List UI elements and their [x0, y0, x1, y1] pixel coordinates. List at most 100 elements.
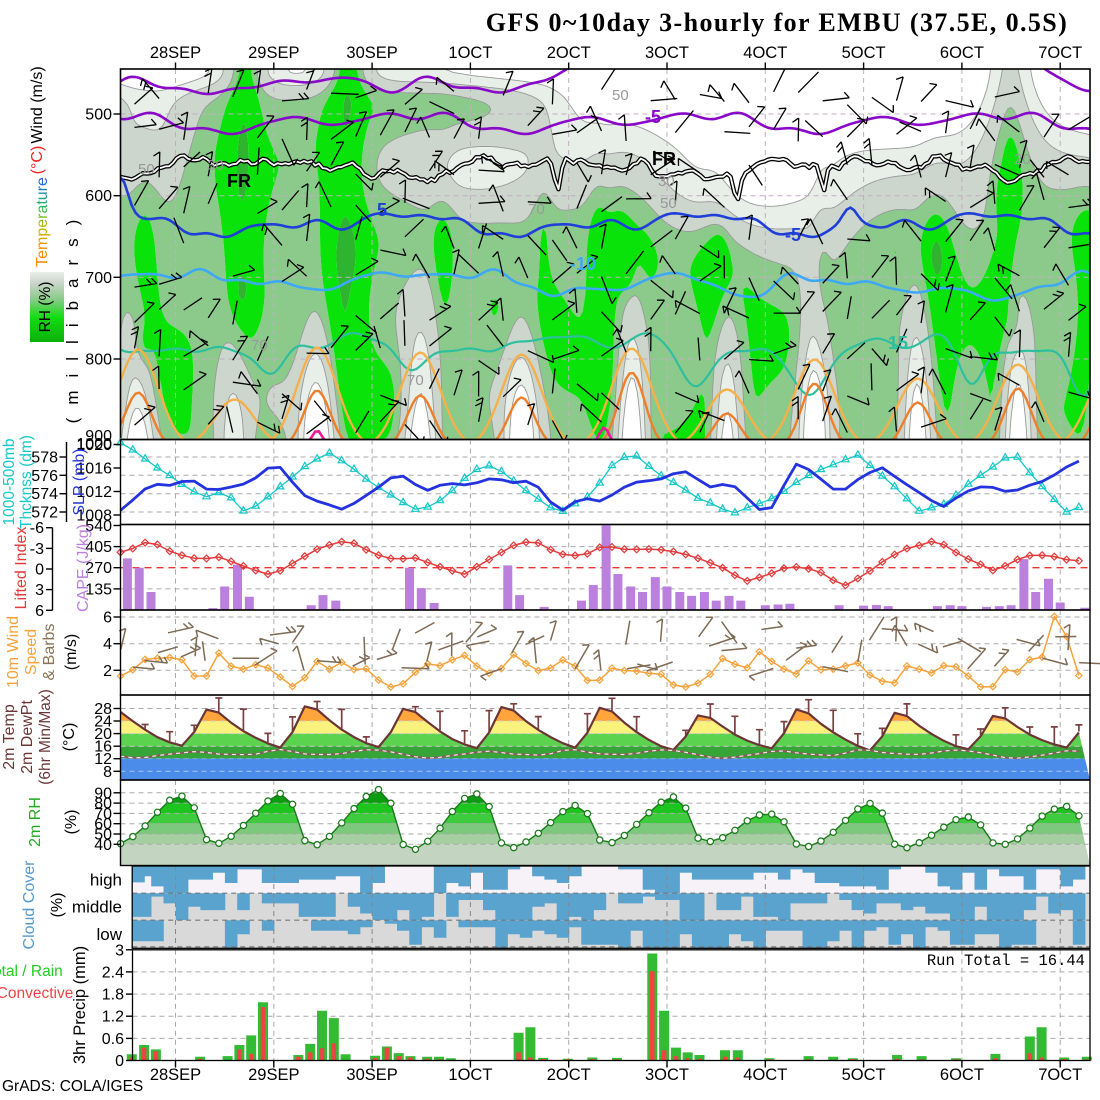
svg-text:3OCT: 3OCT: [645, 44, 689, 62]
svg-text:800: 800: [85, 352, 112, 369]
svg-text:-5: -5: [645, 107, 661, 127]
svg-text:0: 0: [115, 1053, 124, 1070]
svg-text:600: 600: [85, 188, 112, 205]
svg-text:5OCT: 5OCT: [842, 44, 886, 62]
svg-text:GrADS: COLA/IGES: GrADS: COLA/IGES: [2, 1078, 143, 1095]
svg-text:high: high: [90, 871, 122, 890]
svg-text:2m DewPt: 2m DewPt: [19, 700, 36, 774]
svg-text:28SEP: 28SEP: [150, 44, 201, 62]
svg-text:900: 900: [85, 428, 112, 445]
svg-text:2OCT: 2OCT: [547, 1066, 591, 1084]
svg-text:10m Wind: 10m Wind: [5, 616, 22, 688]
svg-text:(m/s): (m/s): [63, 634, 80, 670]
svg-text:405: 405: [85, 539, 112, 556]
svg-text:20: 20: [94, 726, 112, 743]
svg-text:7OCT: 7OCT: [1038, 1066, 1082, 1084]
svg-text:28: 28: [94, 701, 112, 718]
svg-text:1OCT: 1OCT: [448, 1066, 492, 1084]
svg-text:135: 135: [85, 581, 112, 598]
svg-text:0.6: 0.6: [102, 1031, 124, 1048]
svg-text:3: 3: [115, 942, 124, 959]
svg-text:(°C): (°C): [61, 723, 78, 752]
svg-text:6: 6: [103, 610, 112, 627]
svg-text:Run Total = 16.44: Run Total = 16.44: [927, 952, 1085, 970]
svg-text:0: 0: [35, 562, 44, 579]
svg-text:574: 574: [31, 486, 58, 503]
svg-text:578: 578: [31, 450, 58, 467]
svg-text:5OCT: 5OCT: [842, 1066, 886, 1084]
svg-text:2OCT: 2OCT: [547, 44, 591, 62]
svg-text:90: 90: [94, 785, 112, 802]
svg-text:(°C): (°C): [29, 146, 46, 175]
svg-text:1016: 1016: [76, 461, 112, 478]
svg-text:70: 70: [251, 337, 268, 354]
svg-text:GFS 0~10day 3-hourly for EMBU: GFS 0~10day 3-hourly for EMBU (37.5E, 0.…: [486, 8, 1068, 37]
svg-text:30SEP: 30SEP: [346, 1066, 397, 1084]
svg-text:(%): (%): [49, 893, 66, 918]
svg-text:576: 576: [31, 468, 58, 485]
svg-text:2.4: 2.4: [102, 964, 124, 981]
svg-text:30: 30: [658, 173, 675, 190]
svg-text:Temperature: Temperature: [34, 177, 51, 267]
svg-text:3hr Precip (mm): 3hr Precip (mm): [71, 946, 89, 1064]
svg-text:FR: FR: [652, 149, 676, 169]
svg-text:540: 540: [85, 518, 112, 535]
svg-text:24: 24: [94, 714, 112, 731]
svg-text:29SEP: 29SEP: [248, 44, 299, 62]
svg-text:FR: FR: [227, 171, 251, 191]
svg-text:3: 3: [35, 582, 44, 599]
svg-text:270: 270: [85, 560, 112, 577]
svg-text:(millibars): (millibars): [63, 207, 82, 424]
svg-text:5: 5: [377, 200, 387, 220]
svg-text:(%): (%): [63, 810, 80, 835]
svg-text:Thcknss (dm): Thcknss (dm): [18, 435, 35, 529]
svg-text:6OCT: 6OCT: [940, 44, 984, 62]
svg-text:Cloud Cover: Cloud Cover: [21, 860, 38, 950]
svg-text:-6: -6: [30, 520, 44, 537]
svg-text:& Barbs: & Barbs: [41, 624, 58, 681]
svg-text:middle: middle: [72, 898, 122, 917]
svg-text:12: 12: [94, 751, 112, 768]
svg-text:20: 20: [1014, 151, 1031, 168]
svg-text:1020: 1020: [76, 437, 112, 454]
svg-text:-5: -5: [785, 225, 801, 245]
svg-text:60: 60: [94, 816, 112, 833]
svg-text:Total / Rain: Total / Rain: [0, 963, 63, 980]
svg-text:30SEP: 30SEP: [346, 44, 397, 62]
svg-text:70: 70: [407, 372, 424, 389]
svg-text:70: 70: [94, 806, 112, 823]
svg-text:30: 30: [207, 157, 224, 174]
svg-text:low: low: [96, 925, 122, 944]
svg-text:6OCT: 6OCT: [940, 1066, 984, 1084]
svg-text:Lifted Index: Lifted Index: [13, 527, 30, 610]
svg-text:50: 50: [612, 87, 629, 104]
svg-text:8: 8: [103, 764, 112, 781]
svg-text:4OCT: 4OCT: [743, 1066, 787, 1084]
svg-text:Convective: Convective: [0, 985, 73, 1002]
svg-text:70: 70: [528, 201, 545, 218]
svg-text:700: 700: [85, 270, 112, 287]
svg-text:28SEP: 28SEP: [150, 1066, 201, 1084]
svg-text:572: 572: [31, 505, 58, 522]
svg-text:80: 80: [94, 796, 112, 813]
svg-text:1.2: 1.2: [102, 1009, 124, 1026]
svg-text:1012: 1012: [76, 484, 112, 501]
svg-text:50: 50: [94, 827, 112, 844]
svg-text:Speed: Speed: [23, 629, 40, 675]
svg-text:1008: 1008: [76, 508, 112, 525]
svg-text:29SEP: 29SEP: [248, 1066, 299, 1084]
svg-text:1OCT: 1OCT: [448, 44, 492, 62]
svg-text:40: 40: [94, 837, 112, 854]
svg-text:3OCT: 3OCT: [645, 1066, 689, 1084]
svg-text:16: 16: [94, 739, 112, 756]
svg-text:-3: -3: [30, 541, 44, 558]
svg-text:7OCT: 7OCT: [1038, 44, 1082, 62]
svg-text:RH (%): RH (%): [37, 282, 54, 333]
svg-text:50: 50: [138, 161, 155, 178]
svg-text:2m Temp: 2m Temp: [1, 704, 18, 770]
svg-text:(6hr Min/Max): (6hr Min/Max): [37, 689, 54, 785]
svg-text:15: 15: [888, 333, 908, 353]
svg-text:500: 500: [85, 107, 112, 124]
svg-text:-10: -10: [570, 254, 596, 274]
svg-text:6: 6: [35, 603, 44, 620]
